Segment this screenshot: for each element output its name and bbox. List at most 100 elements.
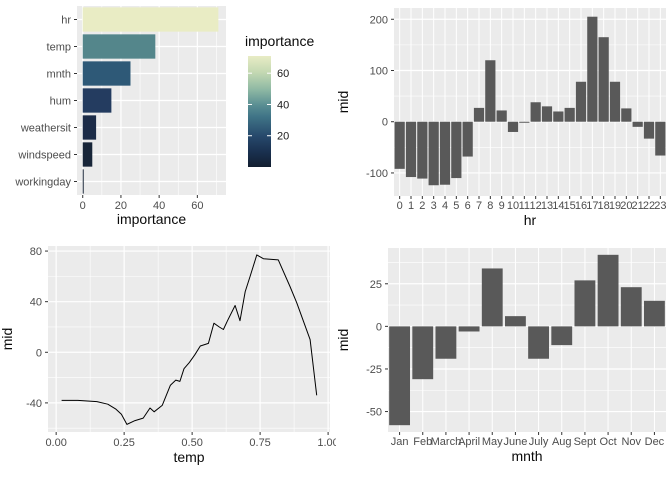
bar-11 bbox=[519, 121, 530, 123]
bar-16 bbox=[575, 81, 587, 122]
bar-18 bbox=[598, 37, 609, 122]
x-tick-label: 0 bbox=[80, 200, 86, 212]
y-tick-label: 0 bbox=[376, 321, 382, 333]
bar-12 bbox=[530, 102, 541, 122]
bar-May bbox=[481, 268, 503, 327]
gridlines bbox=[388, 248, 666, 432]
y-tick-label: weathersit bbox=[20, 123, 71, 135]
legend-tick-label: 60 bbox=[277, 68, 289, 80]
x-tick-label: 13 bbox=[541, 200, 553, 212]
y-tick-label: hr bbox=[61, 15, 71, 27]
x-tick-label: 1.00 bbox=[317, 437, 336, 449]
bar-20 bbox=[621, 108, 632, 122]
axes: 0 1 2 3 4 5 6 7 8 9 10 11 12 13 14 15 16 17 18 19 20 21 22 23-1… bbox=[336, 14, 666, 228]
x-tick-label: Jan bbox=[391, 436, 409, 448]
bar-21 bbox=[632, 121, 643, 127]
x-tick-label: May bbox=[482, 436, 503, 448]
x-tick-label: 2 bbox=[419, 200, 425, 212]
y-axis-title: mid bbox=[336, 329, 351, 352]
y-tick-label: 40 bbox=[30, 297, 42, 309]
plot-importance: hr temp mnth hum weathersit windspeed workingd… bbox=[0, 0, 336, 240]
y-tick-label: -25 bbox=[366, 364, 382, 376]
bar-April bbox=[458, 326, 480, 332]
bar-13 bbox=[541, 106, 553, 122]
bar-hum bbox=[82, 88, 112, 113]
x-tick-label: 0.50 bbox=[181, 437, 202, 449]
x-tick-label: 8 bbox=[487, 200, 493, 212]
y-tick-label: temp bbox=[47, 42, 71, 54]
bar-mnth bbox=[82, 61, 131, 86]
y-axis-title: mid bbox=[0, 328, 15, 351]
x-tick-label: Dec bbox=[645, 436, 665, 448]
data-marks bbox=[389, 254, 665, 426]
bar-hr bbox=[82, 7, 219, 32]
bar-Aug bbox=[551, 326, 573, 346]
y-tick-label: -50 bbox=[366, 407, 382, 419]
x-tick-label: 9 bbox=[499, 200, 505, 212]
importance-bar-chart: hr temp mnth hum weathersit windspeed workingd… bbox=[14, 6, 314, 227]
bar-Feb bbox=[412, 326, 434, 380]
y-axis-title: mid bbox=[336, 91, 351, 114]
x-tick-label: Oct bbox=[600, 436, 617, 448]
bar-Nov bbox=[620, 287, 642, 327]
data-marks bbox=[82, 7, 219, 194]
legend-title: importance bbox=[245, 33, 314, 49]
bar-17 bbox=[587, 16, 598, 122]
x-tick-label: 0.25 bbox=[113, 437, 134, 449]
x-tick-label: 10 bbox=[507, 200, 519, 212]
plot-mid-by-temp: 0.00 0.25 0.50 0.75 1.00 -40 0 40 80 temp mid bbox=[0, 240, 336, 480]
x-tick-label: 21 bbox=[632, 200, 644, 212]
x-tick-label: Feb bbox=[413, 436, 432, 448]
x-tick-label: 16 bbox=[575, 200, 587, 212]
bar-Oct bbox=[597, 254, 619, 327]
x-tick-label: 1 bbox=[408, 200, 414, 212]
bar-temp bbox=[82, 34, 156, 59]
gridlines bbox=[48, 246, 330, 432]
x-tick-label: 5 bbox=[453, 200, 459, 212]
legend-colorbar bbox=[248, 56, 271, 167]
bar-June bbox=[504, 316, 526, 327]
bar-windspeed bbox=[82, 142, 93, 167]
x-tick-label: Sept bbox=[574, 436, 597, 448]
x-tick-label: July bbox=[529, 436, 549, 448]
bar-Sept bbox=[574, 280, 596, 327]
legend: importance 20 40 60 bbox=[245, 33, 314, 167]
x-tick-label: 11 bbox=[519, 200, 530, 212]
mid-by-temp-line-chart: 0.00 0.25 0.50 0.75 1.00 -40 0 40 80 temp mid bbox=[0, 246, 336, 465]
plot-mid-by-mnth: Jan Feb March April May June July Aug Sept Oct Nov… bbox=[336, 240, 672, 480]
line-series bbox=[61, 254, 318, 425]
bar-10 bbox=[507, 121, 519, 132]
bar-weathersit bbox=[82, 115, 97, 140]
x-tick-label: 60 bbox=[191, 200, 203, 212]
x-tick-label: 12 bbox=[530, 200, 542, 212]
x-tick-label: 3 bbox=[431, 200, 437, 212]
x-tick-label: 0.00 bbox=[45, 437, 66, 449]
x-tick-label: 40 bbox=[153, 200, 165, 212]
plot-panel bbox=[394, 8, 666, 196]
x-axis-title: mnth bbox=[511, 448, 542, 464]
y-tick-label: 0 bbox=[382, 117, 388, 129]
bar-19 bbox=[609, 81, 621, 122]
x-axis-title: hr bbox=[524, 212, 537, 228]
x-tick-label: 19 bbox=[609, 200, 621, 212]
y-tick-label: windspeed bbox=[17, 150, 71, 162]
bar-July bbox=[528, 326, 550, 359]
x-tick-label: 22 bbox=[643, 200, 655, 212]
x-tick-label: April bbox=[458, 436, 480, 448]
bar-7 bbox=[473, 107, 485, 122]
y-tick-label: mnth bbox=[47, 69, 71, 81]
y-tick-label: 25 bbox=[370, 279, 382, 291]
x-tick-label: 0 bbox=[397, 200, 403, 212]
x-tick-label: 18 bbox=[598, 200, 610, 212]
bar-8 bbox=[485, 60, 496, 122]
x-tick-label: 17 bbox=[586, 200, 598, 212]
bar-5 bbox=[451, 121, 462, 179]
bar-14 bbox=[553, 111, 564, 122]
bar-23 bbox=[655, 121, 666, 156]
x-tick-label: 20 bbox=[115, 200, 127, 212]
bar-6 bbox=[462, 121, 473, 157]
x-axis-title: importance bbox=[117, 211, 186, 227]
x-axis-title: temp bbox=[173, 449, 204, 465]
